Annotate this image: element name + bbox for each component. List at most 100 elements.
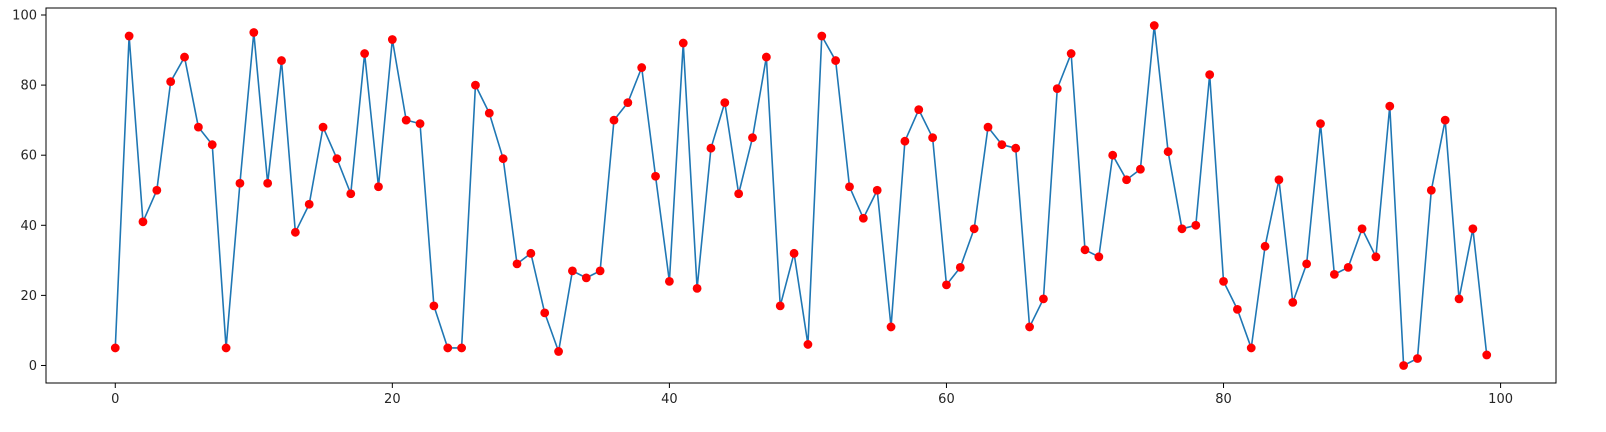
data-point-94 bbox=[1413, 354, 1422, 363]
data-point-87 bbox=[1316, 119, 1325, 129]
data-point-90 bbox=[1357, 224, 1367, 234]
data-point-25 bbox=[457, 343, 466, 353]
data-point-73 bbox=[1122, 175, 1131, 185]
data-point-7 bbox=[207, 140, 217, 150]
data-point-26 bbox=[471, 80, 480, 90]
data-point-39 bbox=[651, 171, 660, 181]
data-point-53 bbox=[845, 182, 854, 192]
y-tick-label-0: 0 bbox=[29, 359, 37, 374]
data-point-6 bbox=[193, 122, 203, 132]
data-point-29 bbox=[512, 259, 522, 269]
data-point-43 bbox=[706, 143, 716, 153]
data-point-9 bbox=[235, 178, 245, 188]
data-point-89 bbox=[1343, 262, 1353, 272]
x-tick-label-80: 80 bbox=[1215, 392, 1232, 407]
data-point-66 bbox=[1025, 322, 1034, 332]
data-point-92 bbox=[1385, 101, 1395, 111]
data-point-18 bbox=[360, 49, 370, 58]
data-point-91 bbox=[1371, 252, 1381, 262]
data-point-11 bbox=[263, 178, 273, 188]
data-point-49 bbox=[789, 248, 799, 258]
data-point-67 bbox=[1039, 294, 1048, 304]
data-point-17 bbox=[346, 189, 356, 199]
data-point-57 bbox=[900, 136, 910, 146]
data-point-50 bbox=[803, 340, 813, 349]
data-point-74 bbox=[1136, 164, 1145, 174]
data-point-63 bbox=[983, 122, 993, 132]
data-point-52 bbox=[831, 56, 841, 65]
data-point-31 bbox=[540, 308, 550, 318]
data-point-24 bbox=[443, 343, 453, 353]
data-point-48 bbox=[775, 301, 785, 311]
data-point-96 bbox=[1440, 115, 1450, 125]
series-line bbox=[114, 24, 1488, 367]
data-point-51 bbox=[817, 31, 827, 41]
data-point-2 bbox=[138, 217, 148, 227]
y-tick-label-100: 100 bbox=[12, 9, 37, 24]
axes-layer: 0 20 40 60 80 100 0 20 40 60 80 100 bbox=[12, 7, 1557, 407]
data-point-33 bbox=[568, 266, 577, 276]
data-point-64 bbox=[997, 140, 1007, 150]
marks-layer bbox=[110, 21, 1492, 370]
y-tick-label-20: 20 bbox=[20, 289, 37, 304]
data-point-10 bbox=[249, 28, 259, 37]
data-point-61 bbox=[955, 262, 965, 272]
data-point-54 bbox=[858, 213, 868, 223]
data-point-14 bbox=[304, 199, 314, 209]
data-point-45 bbox=[734, 189, 744, 199]
data-point-1 bbox=[124, 31, 134, 41]
data-point-27 bbox=[484, 108, 494, 118]
data-point-3 bbox=[152, 185, 162, 195]
data-point-70 bbox=[1080, 245, 1090, 255]
data-point-62 bbox=[969, 224, 979, 234]
x-tick-label-100: 100 bbox=[1488, 392, 1513, 407]
data-point-71 bbox=[1094, 252, 1104, 262]
x-tick-label-60: 60 bbox=[938, 392, 955, 407]
data-point-93 bbox=[1399, 361, 1409, 370]
data-point-30 bbox=[526, 248, 536, 258]
data-point-88 bbox=[1329, 269, 1339, 279]
data-point-55 bbox=[872, 185, 882, 195]
data-point-37 bbox=[623, 98, 633, 108]
data-point-77 bbox=[1177, 224, 1187, 234]
data-point-81 bbox=[1232, 305, 1242, 314]
data-point-72 bbox=[1108, 150, 1118, 160]
data-point-21 bbox=[401, 115, 411, 125]
data-point-19 bbox=[374, 182, 383, 192]
data-point-83 bbox=[1260, 241, 1270, 251]
x-tick-label-0: 0 bbox=[111, 392, 119, 407]
data-point-95 bbox=[1426, 185, 1436, 195]
y-tick-label-60: 60 bbox=[20, 149, 37, 164]
data-point-15 bbox=[318, 122, 328, 132]
data-point-46 bbox=[748, 133, 757, 143]
data-point-4 bbox=[166, 77, 176, 86]
plot-frame bbox=[45, 7, 1557, 384]
data-point-75 bbox=[1149, 21, 1159, 30]
data-point-8 bbox=[221, 343, 231, 353]
data-point-41 bbox=[678, 38, 688, 48]
data-point-60 bbox=[942, 280, 951, 290]
data-point-82 bbox=[1246, 343, 1256, 353]
data-point-59 bbox=[928, 133, 938, 143]
data-point-22 bbox=[415, 119, 425, 129]
y-tick-label-80: 80 bbox=[20, 79, 37, 94]
x-tick-label-20: 20 bbox=[384, 392, 401, 407]
data-point-47 bbox=[761, 52, 771, 62]
data-point-20 bbox=[387, 35, 397, 44]
data-point-76 bbox=[1163, 147, 1173, 157]
data-point-78 bbox=[1191, 220, 1201, 230]
data-point-97 bbox=[1454, 294, 1464, 304]
data-point-79 bbox=[1205, 70, 1215, 79]
data-point-85 bbox=[1288, 297, 1298, 307]
data-point-32 bbox=[554, 347, 563, 356]
data-point-56 bbox=[886, 322, 896, 332]
data-point-44 bbox=[720, 98, 730, 108]
data-point-69 bbox=[1066, 49, 1076, 58]
data-point-28 bbox=[498, 154, 508, 164]
data-point-40 bbox=[664, 276, 674, 286]
data-point-68 bbox=[1052, 84, 1062, 94]
data-point-16 bbox=[332, 154, 342, 164]
data-point-42 bbox=[692, 283, 702, 293]
